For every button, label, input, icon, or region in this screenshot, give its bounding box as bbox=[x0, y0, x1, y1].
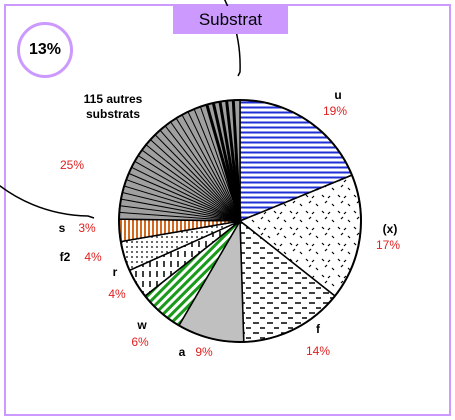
sub-slice-line bbox=[170, 121, 241, 222]
sub-slice-line bbox=[126, 179, 241, 222]
sub-slice-line bbox=[124, 185, 241, 222]
value-label: 14% bbox=[305, 344, 331, 358]
value-label: 17% bbox=[375, 238, 401, 252]
sub-slice-line bbox=[131, 166, 241, 222]
sub-slice-line bbox=[141, 149, 241, 222]
sub-slice-line bbox=[128, 172, 241, 222]
sub-slice-line bbox=[231, 100, 242, 222]
value-label: 9% bbox=[195, 345, 213, 359]
sub-slice-line bbox=[187, 111, 241, 222]
sub-slice-line bbox=[181, 114, 241, 222]
value-label: 4% bbox=[108, 287, 126, 301]
sub-slice-line bbox=[150, 139, 241, 222]
category-label: u bbox=[334, 88, 342, 102]
chart-title: Substrat bbox=[173, 6, 288, 34]
sub-slice-line bbox=[164, 125, 241, 222]
category-label: w bbox=[137, 318, 147, 332]
category-label: f bbox=[316, 322, 320, 336]
sub-slice-line bbox=[145, 144, 241, 222]
badge: 13% bbox=[17, 22, 73, 78]
pie-outline bbox=[118, 99, 362, 343]
sub-slice-line bbox=[122, 192, 241, 222]
sub-slice-line bbox=[120, 198, 241, 222]
category-label: (x) bbox=[382, 222, 398, 236]
sub-slice-line bbox=[175, 117, 241, 222]
category-label: r bbox=[112, 265, 118, 279]
value-label: 3% bbox=[78, 221, 96, 235]
sub-slice-line bbox=[119, 205, 241, 222]
category-label: a bbox=[178, 345, 186, 359]
sub-slice-line bbox=[193, 108, 241, 222]
sub-slice-line bbox=[154, 134, 241, 222]
sub-slice-line bbox=[137, 155, 241, 222]
sub-slice-line bbox=[119, 211, 241, 222]
value-label: 6% bbox=[131, 335, 149, 349]
category-label: f2 bbox=[59, 250, 71, 264]
value-label: 4% bbox=[84, 250, 102, 264]
category-label: s bbox=[58, 221, 66, 235]
value-label: 25% bbox=[59, 158, 85, 172]
sub-slice-line bbox=[134, 160, 241, 222]
sub-slice-line bbox=[159, 129, 241, 222]
category-label: 115 autres substrats bbox=[83, 92, 143, 121]
value-label: 19% bbox=[322, 104, 348, 118]
